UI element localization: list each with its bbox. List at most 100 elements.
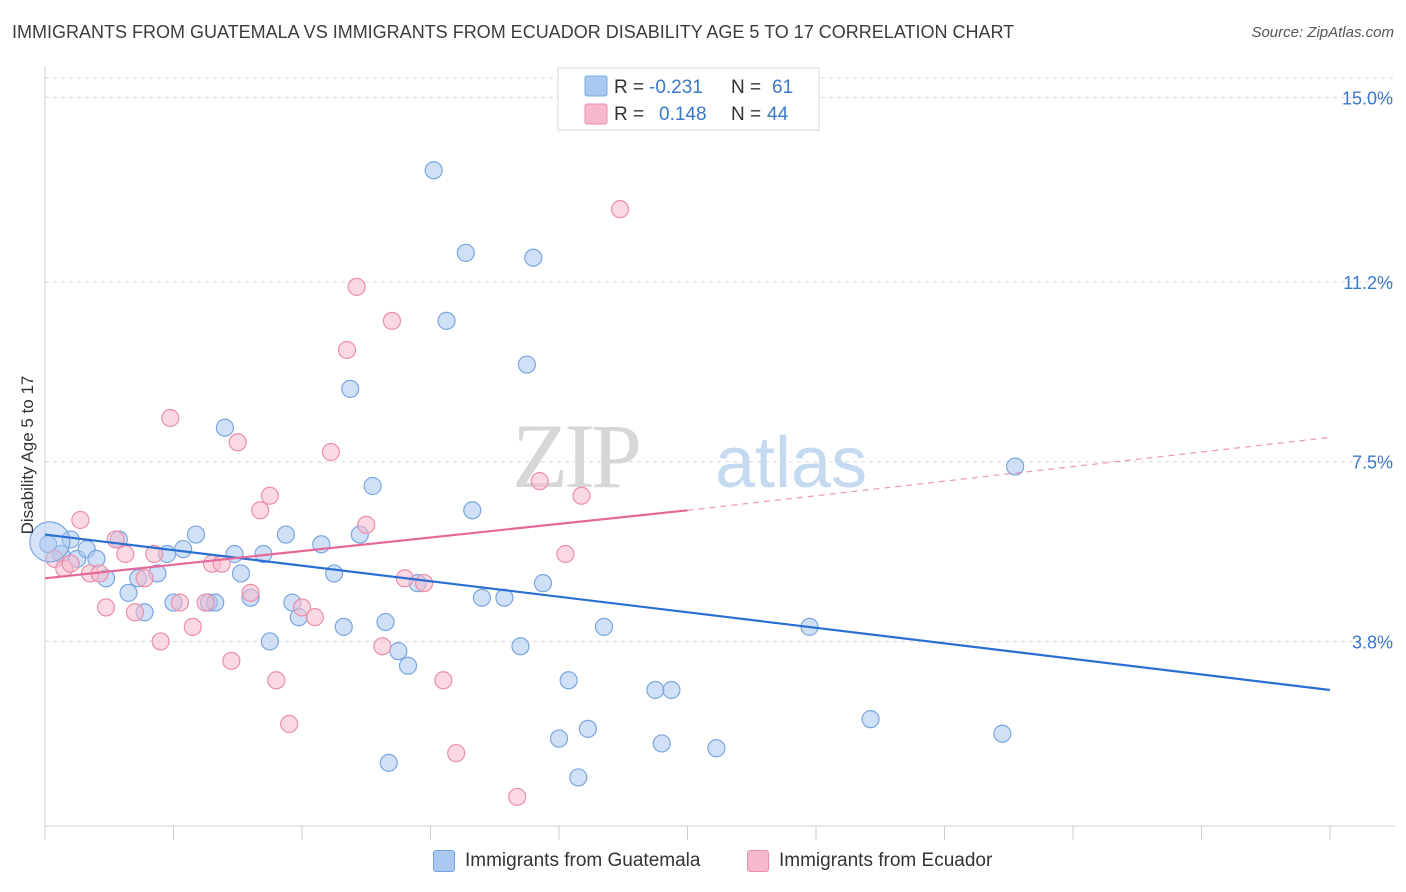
guatemala-point-55 [662, 680, 681, 700]
ecuador-point-21 [241, 583, 260, 602]
ecuador-point-39 [530, 472, 549, 491]
ecuador-point-29 [337, 340, 357, 360]
ecuador-point-32 [373, 637, 392, 656]
ecuador-point-41 [572, 486, 591, 505]
guatemala-point-50 [569, 768, 588, 787]
guatemala-point-34 [379, 753, 398, 772]
tick-labels: 3.8%7.5%11.2%15.0%0.0%40.0% [1342, 88, 1393, 652]
legend-swatch-pink [747, 850, 769, 872]
guatemala-point-29 [334, 617, 353, 636]
y-tick-label-0: 3.8% [1352, 632, 1393, 652]
guatemala-point-35 [389, 642, 408, 661]
y-tick-label-2: 11.2% [1343, 273, 1393, 293]
guatemala-point-60 [1006, 457, 1025, 476]
guatemala-point-47 [533, 574, 553, 593]
ecuador-point-37 [447, 744, 466, 763]
ecuador-point-42 [610, 200, 630, 219]
ecuador-point-35 [414, 574, 434, 593]
ecuador-point-6 [96, 598, 116, 617]
ecuador-point-40 [556, 544, 575, 564]
chart-source: Source: ZipAtlas.com [1251, 24, 1394, 41]
guatemala-point-30 [341, 379, 360, 398]
watermark-atlas: atlas [715, 423, 867, 503]
guatemala-point-large [29, 521, 71, 563]
legend-r-label-2: R = [614, 104, 644, 125]
guatemala-point-42 [472, 588, 491, 607]
legend-swatch-ecuador [584, 103, 608, 125]
ecuador-point-24 [267, 671, 286, 690]
guatemala-point-18 [215, 418, 234, 437]
guatemala-point-44 [511, 637, 530, 656]
ecuador-point-10 [135, 569, 154, 588]
guatemala-point-41 [463, 501, 482, 520]
guatemala-point-8 [119, 583, 138, 602]
ecuador-trend-line [44, 509, 688, 580]
ecuador-point-22 [251, 501, 270, 520]
guatemala-trend-line [44, 533, 1331, 692]
trend-lines [44, 436, 1331, 692]
ecuador-point-25 [280, 714, 299, 734]
ecuador-point-3 [71, 510, 90, 530]
legend-swatch-guatemala [584, 75, 608, 97]
guatemala-point-14 [174, 540, 193, 559]
legend-label-guatemala: Immigrants from Guatemala [465, 850, 701, 871]
guatemala-point-48 [549, 729, 569, 748]
guatemala-point-20 [231, 564, 251, 583]
scatter-plot: ZIP atlas 3.8%7.5%11.2%15.0%0.0%40.0% R … [18, 66, 1395, 840]
legend-swatch-blue [433, 850, 455, 872]
guatemala-point-24 [276, 525, 296, 544]
guatemala-point-53 [646, 680, 665, 700]
guatemala-point-51 [578, 719, 598, 738]
ecuador-point-30 [347, 277, 366, 296]
legend-item-ecuador: Immigrants from Ecuador [747, 850, 992, 872]
legend-item-guatemala: Immigrants from Guatemala [433, 850, 700, 872]
y-tick-label-1: 7.5% [1352, 453, 1393, 473]
legend-r-label-1: R = [614, 77, 644, 98]
ecuador-point-23 [260, 486, 279, 505]
ecuador-point-15 [183, 617, 202, 636]
series-legend: Immigrants from Guatemala Immigrants fro… [0, 850, 1406, 878]
guatemala-point-54 [652, 734, 671, 753]
ecuador-point-38 [508, 787, 527, 806]
data-points [29, 161, 1025, 806]
legend-r-value-1: -0.231 [649, 77, 703, 98]
guatemala-point-38 [424, 161, 443, 180]
legend-n-label-2: N = [731, 104, 761, 125]
ecuador-point-20 [228, 433, 247, 452]
legend-r-value-2: 0.148 [659, 104, 707, 125]
legend-n-label-1: N = [731, 77, 761, 98]
guatemala-point-59 [993, 724, 1012, 743]
ecuador-point-8 [116, 544, 135, 564]
guatemala-point-33 [376, 612, 395, 632]
guatemala-point-52 [594, 617, 614, 636]
ecuador-point-14 [170, 593, 190, 612]
guatemala-point-40 [456, 243, 475, 262]
stats-legend: R = -0.231 N = 61 R = 0.148 N = 44 [557, 67, 820, 131]
watermark: ZIP atlas [512, 405, 867, 507]
ecuador-point-33 [382, 311, 402, 330]
legend-n-value-2: 44 [767, 104, 789, 125]
legend-label-ecuador: Immigrants from Ecuador [779, 850, 993, 871]
ecuador-point-16 [196, 593, 215, 612]
guatemala-point-36 [398, 656, 418, 675]
guatemala-point-45 [517, 355, 536, 374]
ecuador-point-26 [292, 598, 312, 617]
guatemala-point-32 [363, 476, 382, 496]
ecuador-point-27 [305, 608, 324, 627]
legend-n-value-1: 61 [772, 77, 793, 98]
chart-title: IMMIGRANTS FROM GUATEMALA VS IMMIGRANTS … [12, 22, 1015, 42]
ecuador-point-31 [357, 515, 376, 534]
ecuador-point-19 [222, 651, 241, 670]
ecuador-point-9 [125, 603, 145, 622]
ecuador-point-11 [145, 544, 164, 564]
y-tick-label-3: 15.0% [1342, 88, 1393, 108]
y-axis-title: Disability Age 5 to 17 [18, 376, 37, 535]
ecuador-point-28 [321, 442, 341, 462]
guatemala-point-39 [437, 311, 456, 330]
guatemala-point-28 [325, 564, 344, 583]
ecuador-point-12 [151, 632, 170, 651]
ecuador-point-36 [434, 671, 453, 690]
guatemala-point-46 [524, 248, 543, 267]
guatemala-point-15 [186, 525, 206, 544]
ecuador-point-2 [61, 554, 80, 573]
